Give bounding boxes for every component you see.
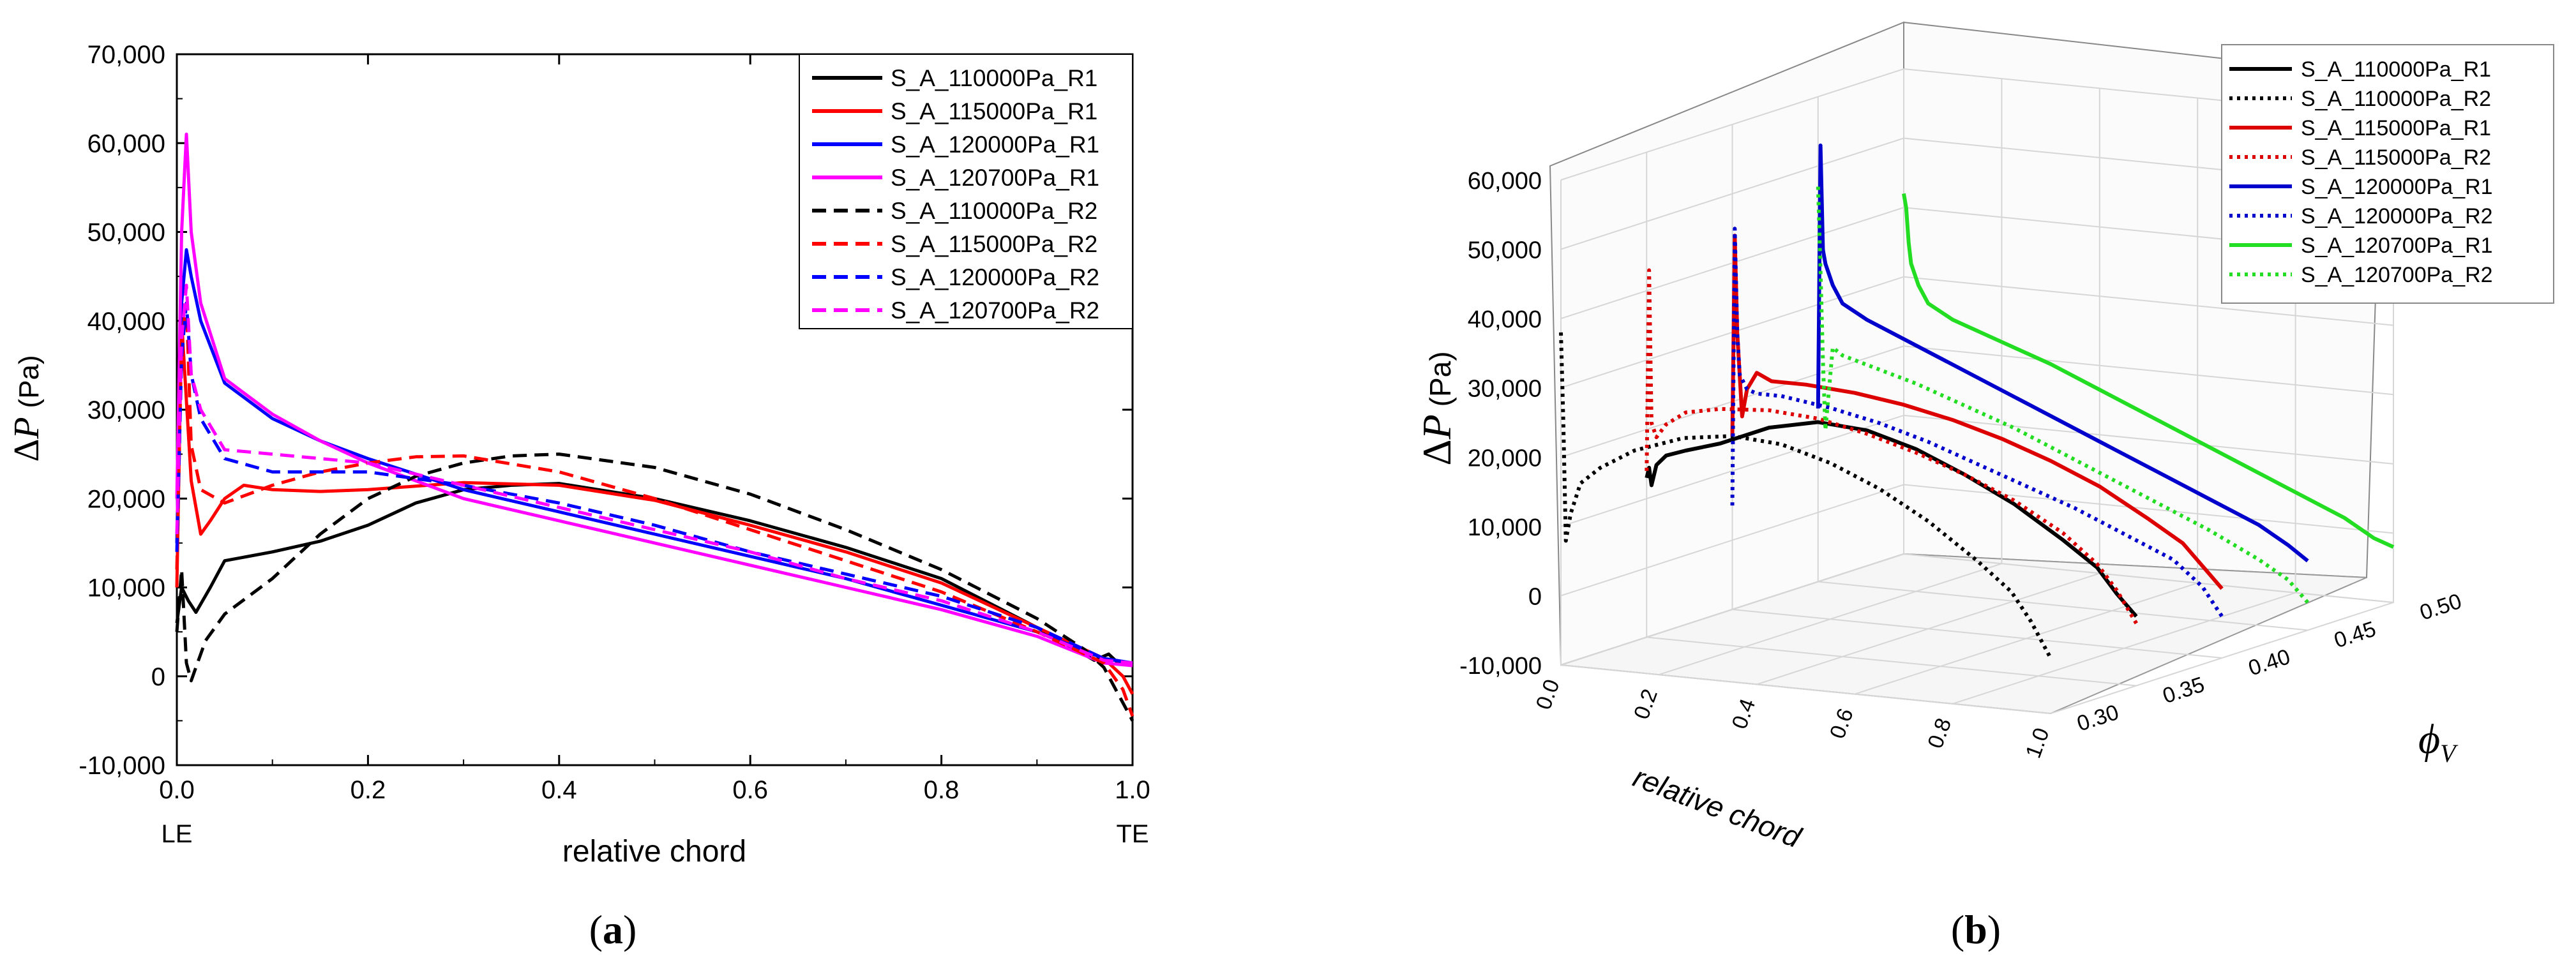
panel-b-legend: S_A_110000Pa_R1 S_A_110000Pa_R2 S_A_115000… — [2229, 57, 2493, 287]
panel-a-x-axis-label: relative chord — [562, 835, 746, 869]
panel-a-x-tick-label: 0.2 — [350, 776, 386, 804]
panel-a-legend: S_A_110000Pa_R1 S_A_115000Pa_R1 S_A_120000… — [812, 65, 1099, 324]
panel-b-ticks: -10,000 0 10,000 20,000 30,000 40,000 50,000 60… — [1459, 168, 2464, 761]
panel-b-chart: -10,000 0 10,000 20,000 30,000 40,000 50,000 60… — [1414, 21, 2554, 952]
panel-a-legend-box — [799, 54, 1133, 329]
panel-a-x-tick-label: 1.0 — [1115, 776, 1150, 804]
panel-b-y-tick-label: 0.35 — [2160, 673, 2208, 709]
panel-b-legend-label: S_A_110000Pa_R2 — [2301, 87, 2491, 111]
panel-b-y-tick-label: 0.50 — [2417, 589, 2465, 625]
panel-b-z-tick-label: 30,000 — [1468, 376, 1542, 403]
panel-b-side-wall — [1549, 21, 1904, 666]
panel-a-y-tick-label: 30,000 — [87, 396, 165, 424]
panel-a-y-axis-delta: Δ — [7, 439, 47, 462]
panel-b-legend-label: S_A_115000Pa_R2 — [2301, 146, 2491, 170]
panel-a-x-tick-label: 0.8 — [924, 776, 960, 804]
panel-a-y-tick-label: 70,000 — [87, 41, 165, 69]
panel-a-chart: -10,000 0 10,000 20,000 30,000 40,000 50,000 60… — [7, 41, 1150, 952]
panel-a-y-tick-label: 0 — [151, 663, 165, 691]
panel-a-y-axis-var: P — [7, 417, 47, 439]
panel-b-x-tick-label: 0.2 — [1629, 686, 1662, 722]
panel-b-grid-y — [1903, 69, 2394, 603]
panel-b-series-line-s-a-120000pa-r1 — [1816, 143, 2309, 563]
panel-b-z-tick-label: 10,000 — [1468, 514, 1542, 541]
panel-b-z-axis-unit: (Pa) — [1424, 351, 1457, 407]
panel-b-legend-label: S_A_120000Pa_R1 — [2301, 175, 2493, 199]
panel-b-label: (b) — [1951, 907, 2001, 952]
panel-b-y-tick-label: 0.45 — [2331, 617, 2379, 653]
panel-a-legend-label: S_A_110000Pa_R1 — [891, 65, 1097, 91]
panel-b-z-tick-label: 40,000 — [1468, 306, 1542, 333]
panel-a-legend-label: S_A_120000Pa_R1 — [891, 131, 1099, 158]
panel-a-legend-label: S_A_110000Pa_R2 — [891, 198, 1097, 224]
panel-a-x-tick-label: 0.0 — [159, 776, 195, 804]
panel-b-z-tick-label: 50,000 — [1468, 237, 1542, 264]
panel-b-legend-label: S_A_110000Pa_R1 — [2301, 57, 2491, 82]
panel-b-x-tick-label: 0.6 — [1825, 705, 1858, 742]
panel-b-series-line-s-a-120700pa-r1 — [1902, 193, 2395, 549]
panel-a-series-line-s-a-120700pa-r1 — [175, 132, 1133, 668]
panel-b-z-tick-label: 60,000 — [1468, 168, 1542, 195]
panel-b-z-axis-delta: Δ — [1414, 439, 1459, 465]
panel-b-z-axis-var: P — [1414, 414, 1459, 440]
panel-a-series-line-s-a-120700pa-r2 — [175, 283, 1133, 665]
panel-b-z-axis-label: ΔP (Pa) — [1414, 351, 1459, 465]
panel-b-legend-label: S_A_115000Pa_R1 — [2301, 116, 2491, 140]
panel-a-y-tick-label: 20,000 — [87, 485, 165, 513]
panel-a-y-axis-label: ΔP (Pa) — [7, 355, 47, 461]
panel-a-series-line-s-a-110000pa-r2 — [175, 452, 1134, 722]
panel-a-y-axis-unit: (Pa) — [13, 355, 45, 408]
panel-b-legend-label: S_A_120700Pa_R2 — [2301, 263, 2493, 287]
panel-a-series-line-s-a-110000pa-r1 — [175, 482, 1133, 668]
panel-b-z-tick-label: 20,000 — [1468, 445, 1542, 472]
panel-a-label: (a) — [589, 907, 637, 952]
panel-b-y-tick-label: 0.30 — [2074, 700, 2122, 736]
panel-b-series — [1559, 143, 2395, 659]
panel-a-te-label: TE — [1116, 820, 1149, 848]
panel-a-series-line-s-a-115000pa-r1 — [175, 319, 1134, 695]
panel-b-series-line-s-a-110000pa-r1 — [1645, 420, 2138, 618]
panel-a-x-tick-label: 0.6 — [732, 776, 768, 804]
panel-a-le-label: LE — [162, 820, 193, 848]
panel-b-legend-label: S_A_120000Pa_R2 — [2301, 204, 2493, 228]
panel-b-y-axis-label: ϕV — [2418, 716, 2459, 768]
panel-b-y-tick-label: 0.40 — [2245, 645, 2293, 681]
panel-b-series-line-s-a-115000pa-r2 — [1645, 268, 2138, 625]
panel-b-z-tick-label: -10,000 — [1459, 653, 1542, 680]
panel-a-legend-label: S_A_120700Pa_R2 — [891, 297, 1099, 324]
panel-b-grid-y — [1646, 152, 2137, 687]
panel-b-x-tick-label: 0.4 — [1728, 696, 1761, 732]
panel-b-z-tick-label: 0 — [1528, 583, 1542, 610]
panel-a-ticks: -10,000 0 10,000 20,000 30,000 40,000 50,000 60… — [79, 41, 1150, 804]
panel-a-legend-label: S_A_115000Pa_R2 — [891, 231, 1097, 257]
panel-b-legend-box — [2221, 44, 2554, 304]
panel-a-y-tick-label: 10,000 — [87, 574, 165, 602]
panel-b-x-tick-label: 0.0 — [1532, 676, 1565, 713]
panel-a-y-tick-label: 60,000 — [87, 130, 165, 158]
panel-b-x-tick-label: 0.8 — [1923, 715, 1956, 751]
panel-b-series-line-s-a-115000pa-r1 — [1730, 234, 2224, 590]
panel-a-series-line-s-a-120000pa-r2 — [175, 301, 1133, 665]
panel-a-series — [175, 132, 1134, 722]
panel-a-y-tick-label: 50,000 — [87, 219, 165, 247]
panel-a-series-line-s-a-115000pa-r2 — [175, 301, 1134, 717]
panel-b-x-tick-label: 1.0 — [2021, 725, 2054, 761]
panel-a-y-tick-label: -10,000 — [79, 752, 165, 780]
panel-a-legend-label: S_A_120700Pa_R1 — [891, 165, 1099, 191]
panel-a-y-tick-label: 40,000 — [87, 308, 165, 336]
panel-a-legend-label: S_A_120000Pa_R2 — [891, 264, 1099, 290]
panel-a-legend-label: S_A_115000Pa_R1 — [891, 98, 1097, 124]
panel-b-x-axis-label: relative chord — [1629, 760, 1806, 855]
panel-b-legend-label: S_A_120700Pa_R1 — [2301, 234, 2493, 258]
panel-b-series-line-s-a-120000pa-r2 — [1730, 227, 2224, 618]
panel-a-x-tick-label: 0.4 — [541, 776, 577, 804]
